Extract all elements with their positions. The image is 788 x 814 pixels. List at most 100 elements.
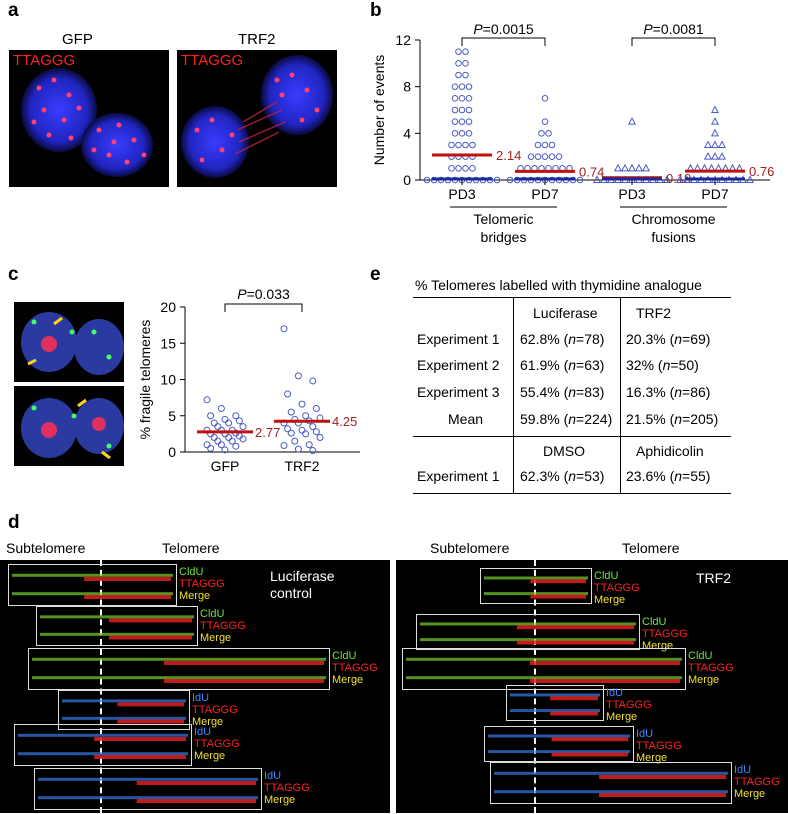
b-data-point: [458, 106, 466, 114]
b-data-point: [465, 118, 473, 125]
c-data-point: [294, 445, 302, 453]
fiber-strand-telomere: [109, 618, 192, 623]
b-data-point: [548, 153, 556, 160]
fiber-box: [490, 762, 732, 804]
fiber-box: [480, 568, 592, 604]
micrograph-gfp: TTAGGG: [9, 50, 169, 187]
d-left-condition: Luciferase control: [270, 568, 335, 601]
fiber-label: CldU TTAGGG Merge: [179, 566, 225, 602]
fiber-strand-telomere: [94, 755, 186, 759]
b-data-point: [555, 153, 563, 160]
b-data-point: [541, 153, 549, 160]
fiber-label-line: TTAGGG: [192, 704, 238, 716]
fiber-label-line: TTAGGG: [688, 662, 734, 674]
c-data-point: [232, 412, 240, 420]
fiber-label-line: Merge: [179, 590, 211, 602]
panel-label-c: c: [8, 264, 19, 285]
fiber-strand-analogue: [510, 709, 600, 713]
b-group-label: Chromosome: [631, 211, 715, 227]
c-data-point: [217, 441, 225, 449]
b-data-point: [534, 153, 542, 160]
c-data-point: [203, 396, 211, 404]
b-group-label: Telomeric: [474, 211, 534, 227]
probe-label-trf2: TTAGGG: [181, 52, 244, 69]
table-header-luciferase: Luciferase: [533, 305, 598, 321]
fiber-strand-analogue: [488, 734, 630, 738]
b-p-right-bracket: [631, 37, 716, 46]
fiber-strand-analogue: [406, 676, 682, 680]
fiber-image: [18, 733, 188, 759]
fiber-label-line: IdU: [264, 770, 282, 782]
c-data-point: [207, 444, 215, 452]
b-data-point: [527, 153, 535, 160]
d-left-telomere: Telomere: [162, 540, 220, 556]
c-data-point: [210, 434, 218, 441]
fragile-image-1-svg: [21, 312, 124, 375]
panel-label-d: d: [8, 512, 20, 533]
fragile-telomere-image-1: [14, 302, 124, 382]
fiber-strand-telomere: [516, 640, 634, 645]
c-data-point: [214, 423, 222, 431]
b-data-point: [627, 163, 637, 172]
c-data-point: [221, 446, 229, 454]
table-cell-luciferase: 62.8% (n=78): [520, 331, 605, 347]
b-data-point: [710, 128, 720, 137]
b-data-point: [717, 152, 727, 160]
fiber-box: [402, 648, 686, 690]
table-col-rule-1: [513, 297, 514, 493]
c-data-point: [309, 423, 317, 431]
b-data-point: [541, 118, 549, 125]
c-y-tick-label: 20: [160, 299, 176, 315]
b-data-point: [675, 175, 685, 183]
fiber-label-line: TTAGGG: [264, 782, 310, 794]
b-data-point: [455, 48, 462, 55]
fiber-label-line: TTAGGG: [194, 738, 240, 750]
b-data-point: [462, 71, 469, 79]
b-data-point: [545, 130, 552, 137]
table-top-rule: [413, 297, 731, 298]
b-p-left-bracket: [461, 37, 546, 46]
c-data-point: [280, 325, 288, 333]
fiber-label-line: CldU: [688, 650, 713, 662]
d-left-divider: [100, 560, 102, 813]
b-data-point: [462, 48, 469, 55]
b-data-point: [465, 130, 473, 137]
fiber-image: [510, 693, 600, 716]
fiber-strand-analogue: [12, 592, 173, 596]
fiber-label-line: TTAGGG: [606, 699, 652, 711]
fiber-image: [12, 573, 173, 599]
fiber-label-line: Merge: [332, 674, 364, 686]
fiber-strand-telomere: [530, 594, 586, 599]
b-data-point: [703, 152, 713, 160]
fiber-label-line: CldU: [332, 650, 357, 662]
table-bottom-rule: [413, 493, 731, 494]
b-data-point: [465, 95, 473, 102]
c-y-tick-label: 0: [168, 444, 176, 460]
fiber-box: [34, 768, 262, 810]
fiber-strand-telomere: [84, 577, 171, 581]
c-y-tick-label: 15: [160, 335, 176, 351]
c-data-point: [225, 419, 233, 427]
fiber-box: [484, 726, 634, 762]
b-data-point: [451, 106, 459, 114]
b-x-tick-label: PD3: [448, 186, 475, 202]
c-data-point: [309, 377, 317, 385]
c-data-point: [239, 423, 247, 431]
fiber-box: [506, 685, 604, 721]
c-data-point: [316, 434, 324, 441]
fiber-strand-analogue: [420, 638, 636, 642]
b-data-point: [592, 175, 602, 183]
fiber-label-line: TTAGGG: [179, 578, 225, 590]
fiber-label-line: Merge: [200, 632, 232, 644]
c-data-point: [287, 408, 295, 416]
b-data-point: [469, 141, 476, 149]
table-title: % Telomeres labelled with thymidine anal…: [415, 277, 702, 293]
b-group-label: bridges: [481, 229, 527, 245]
fiber-label-line: CldU: [200, 608, 225, 620]
c-data-point: [239, 435, 247, 443]
fiber-label-line: Merge: [642, 640, 674, 652]
fiber-label: IdU TTAGGG Merge: [734, 764, 780, 800]
fiber-strand-telomere: [550, 696, 598, 701]
b-y-axis-label: Number of events: [371, 55, 387, 166]
fiber-strand-analogue: [494, 771, 728, 775]
